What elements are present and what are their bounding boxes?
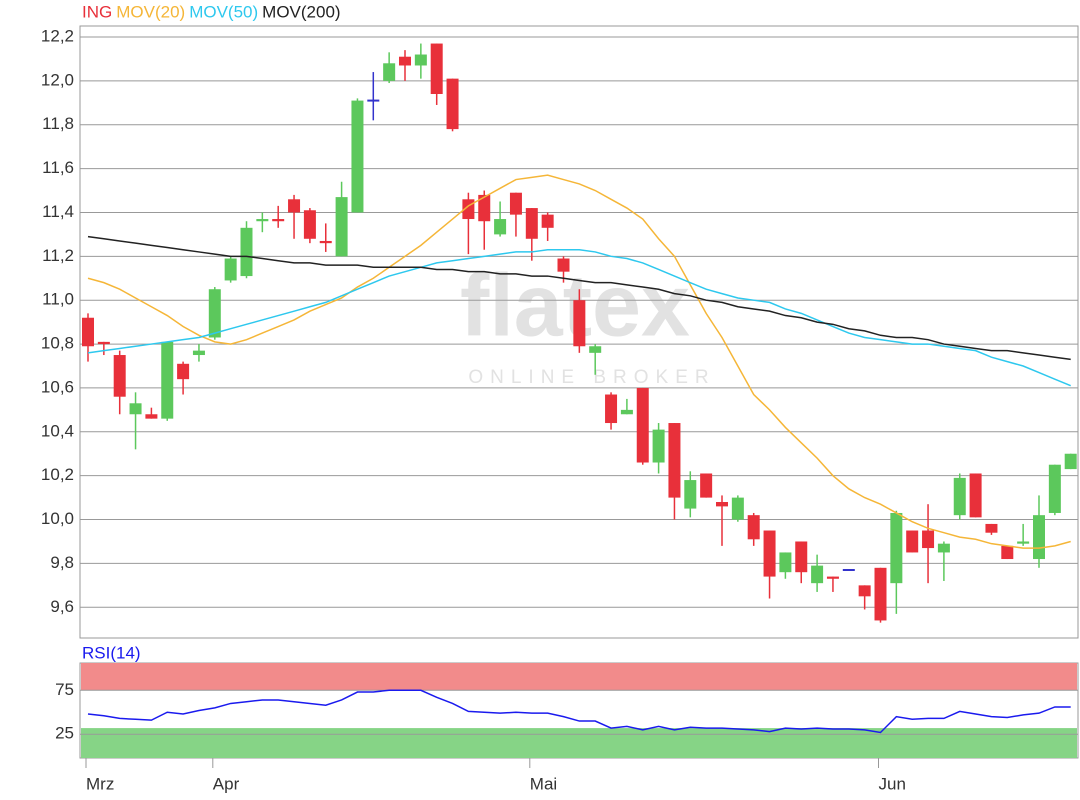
candle-body	[858, 585, 871, 597]
candle-body	[161, 341, 174, 419]
candle-body	[731, 497, 744, 520]
candle-body	[557, 258, 570, 272]
watermark-tagline: ONLINE BROKER	[468, 367, 715, 388]
candle-body	[779, 552, 792, 573]
y-tick-label: 9,6	[50, 597, 74, 616]
candle-body	[240, 227, 253, 277]
candle-body	[906, 530, 919, 553]
y-tick-label: 25	[55, 724, 74, 743]
candle-body	[700, 473, 713, 498]
candle-body	[811, 565, 824, 584]
candle-body	[399, 56, 411, 66]
moving-average-line	[87, 235, 1071, 361]
candle-body	[383, 63, 396, 81]
candle-body	[430, 43, 443, 94]
candle-body	[113, 355, 126, 397]
x-tick-label: Jun	[879, 774, 906, 793]
candle-body	[272, 219, 285, 222]
candle-body	[541, 214, 554, 228]
candle-body	[890, 512, 903, 584]
candle-body	[208, 289, 221, 338]
candle-body	[589, 346, 602, 353]
moving-average-line	[87, 248, 1071, 387]
candle-body	[605, 394, 618, 424]
candle-body	[573, 300, 586, 347]
candle-body	[478, 194, 491, 222]
candle-body	[494, 219, 507, 235]
candle-body	[525, 208, 538, 239]
candle-body	[509, 192, 522, 215]
candle-body	[335, 197, 348, 257]
candle-body	[922, 530, 935, 549]
rsi-zone	[81, 663, 1077, 691]
y-tick-label: 10,0	[41, 509, 74, 528]
candle-body	[716, 502, 728, 507]
y-tick-label: 10,2	[41, 465, 74, 484]
y-tick-label: 10,6	[41, 377, 74, 396]
candle-body	[985, 523, 998, 533]
candle-body	[826, 576, 839, 579]
candle-body	[620, 409, 633, 415]
panel-title: RSI(14)	[82, 643, 141, 662]
y-tick-label: 75	[55, 680, 74, 699]
y-tick-label: 10,8	[41, 334, 74, 353]
y-tick-label: 11,4	[42, 202, 74, 221]
candle-body	[351, 100, 364, 213]
candle-body	[97, 341, 110, 345]
legend-entry: MOV(200)	[262, 2, 340, 21]
candle-body	[747, 515, 760, 540]
y-tick-label: 11,6	[42, 158, 74, 177]
candle-body	[177, 363, 190, 380]
candle-body	[192, 350, 205, 356]
candle-body	[1001, 545, 1014, 560]
legend-entry: MOV(50)	[189, 2, 258, 21]
candle-body	[969, 473, 982, 518]
y-tick-label: 9,8	[50, 553, 74, 572]
candle-body	[652, 429, 665, 463]
legend-entry: ING	[82, 2, 112, 21]
candle-body	[636, 387, 649, 463]
x-tick-label: Mai	[530, 774, 557, 793]
y-tick-label: 10,4	[41, 421, 74, 440]
candle-body	[145, 414, 158, 419]
candle-body	[1064, 453, 1077, 470]
y-tick-label: 12,2	[41, 26, 74, 45]
candle-body	[874, 567, 887, 621]
candle-body	[1017, 541, 1030, 544]
candle-body	[129, 403, 142, 415]
x-tick-label: Mrz	[86, 774, 114, 793]
candle-body	[319, 240, 332, 244]
candle-body	[937, 543, 950, 553]
candle-body	[82, 317, 94, 347]
moving-average-line	[87, 174, 1071, 549]
y-tick-label: 11,0	[42, 290, 74, 309]
candle-body	[953, 477, 966, 516]
y-tick-label: 11,8	[42, 114, 74, 133]
candle-body	[446, 78, 459, 130]
candle-body	[668, 423, 681, 498]
rsi-line	[87, 689, 1071, 734]
rsi-zone	[81, 728, 1077, 758]
x-tick-label: Apr	[213, 774, 240, 793]
y-tick-label: 12,0	[41, 70, 74, 89]
candle-body	[763, 530, 776, 577]
candle-body	[1048, 464, 1061, 513]
candle-body	[795, 541, 808, 573]
candle-body	[288, 199, 301, 213]
candle-body	[224, 258, 237, 281]
candle-body	[256, 219, 269, 222]
candle-body	[684, 480, 697, 509]
legend-entry: MOV(20)	[116, 2, 185, 21]
candle-body	[303, 210, 316, 239]
candle-body	[1033, 515, 1045, 560]
y-tick-label: 11,2	[42, 246, 74, 265]
candle-body	[414, 54, 427, 66]
